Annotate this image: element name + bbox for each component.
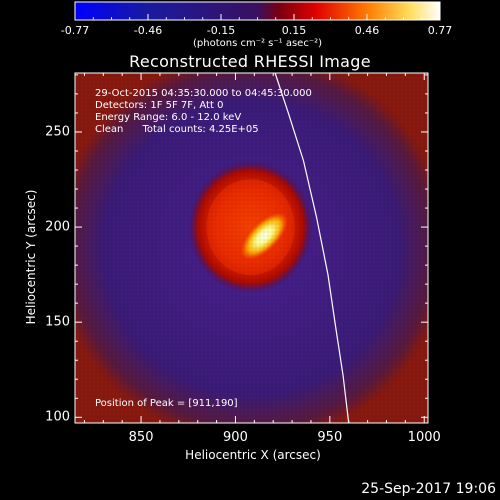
colorbar-tick-label: 0.77 xyxy=(427,24,453,37)
plot-frame xyxy=(74,72,429,424)
colorbar-tick-label: -0.15 xyxy=(206,24,236,37)
colorbar-tick-label: -0.77 xyxy=(60,24,90,37)
pixel-grid xyxy=(75,73,428,423)
x-tick-label: 850 xyxy=(128,430,154,445)
annotation-energy-range: Energy Range: 6.0 - 12.0 keV xyxy=(95,112,242,123)
x-tick-label: 900 xyxy=(223,430,248,445)
colorbar-tick-label: -0.46 xyxy=(133,24,163,37)
colorbar-units: (photons cm⁻² s⁻¹ asec⁻²) xyxy=(192,38,323,49)
y-tick-label: 150 xyxy=(45,314,70,330)
timestamp: 25-Sep-2017 19:06 xyxy=(361,481,496,497)
y-tick-label: 200 xyxy=(45,219,70,235)
solar-limb xyxy=(274,73,350,423)
colorbar-ticks xyxy=(74,14,441,20)
heatmap-image xyxy=(75,73,428,423)
x-axis-label: Heliocentric X (arcsec) xyxy=(185,448,321,462)
y-tick-label: 250 xyxy=(45,124,70,140)
x-tick-label: 1000 xyxy=(407,430,441,445)
colorbar-tick-label: 0.46 xyxy=(354,24,380,37)
annotation-detectors: Detectors: 1F 5F 7F, Att 0 xyxy=(95,100,224,111)
y-axis-label: Heliocentric Y (arcsec) xyxy=(24,189,38,325)
colorbar xyxy=(74,1,441,21)
annotation-time-range: 29-Oct-2015 04:35:30.000 to 04:45:30.000 xyxy=(95,88,312,99)
colorbar-tick-label: 0.15 xyxy=(281,24,307,37)
y-tick-label: 100 xyxy=(45,409,70,425)
annotation-clean-counts: Clean Total counts: 4.25E+05 xyxy=(95,124,259,135)
axis-ticks xyxy=(75,73,428,423)
x-tick-label: 950 xyxy=(317,430,343,445)
chart-title: Reconstructed RHESSI Image xyxy=(129,52,371,71)
annotation-peak-position: Position of Peak = [911,190] xyxy=(95,398,238,409)
